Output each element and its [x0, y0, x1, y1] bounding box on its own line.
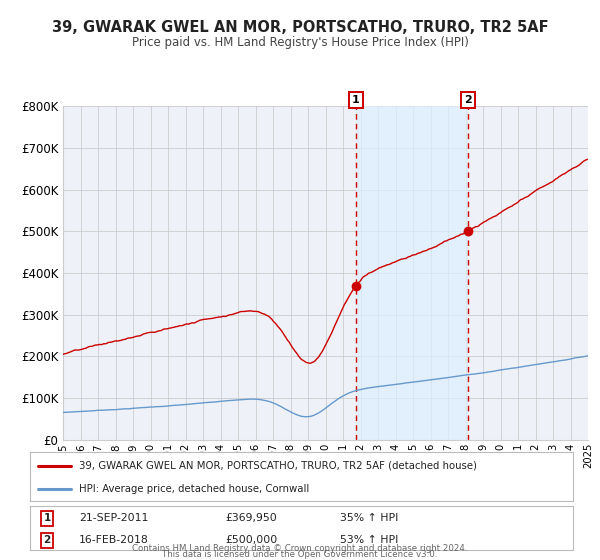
Text: 1: 1: [44, 514, 51, 524]
Bar: [356, 106, 467, 440]
Text: £500,000: £500,000: [226, 535, 278, 545]
Text: 39, GWARAK GWEL AN MOR, PORTSCATHO, TRURO, TR2 5AF: 39, GWARAK GWEL AN MOR, PORTSCATHO, TRUR…: [52, 20, 548, 35]
Text: 2: 2: [44, 535, 51, 545]
Text: 16-FEB-2018: 16-FEB-2018: [79, 535, 149, 545]
Text: 53% ↑ HPI: 53% ↑ HPI: [340, 535, 398, 545]
Text: 1: 1: [352, 95, 359, 105]
Text: Contains HM Land Registry data © Crown copyright and database right 2024.: Contains HM Land Registry data © Crown c…: [132, 544, 468, 553]
Text: 2: 2: [464, 95, 472, 105]
Text: 35% ↑ HPI: 35% ↑ HPI: [340, 514, 398, 524]
Text: £369,950: £369,950: [226, 514, 277, 524]
Text: This data is licensed under the Open Government Licence v3.0.: This data is licensed under the Open Gov…: [163, 550, 437, 559]
Text: 21-SEP-2011: 21-SEP-2011: [79, 514, 148, 524]
Text: Price paid vs. HM Land Registry's House Price Index (HPI): Price paid vs. HM Land Registry's House …: [131, 36, 469, 49]
Text: HPI: Average price, detached house, Cornwall: HPI: Average price, detached house, Corn…: [79, 484, 309, 494]
Text: 39, GWARAK GWEL AN MOR, PORTSCATHO, TRURO, TR2 5AF (detached house): 39, GWARAK GWEL AN MOR, PORTSCATHO, TRUR…: [79, 461, 477, 471]
